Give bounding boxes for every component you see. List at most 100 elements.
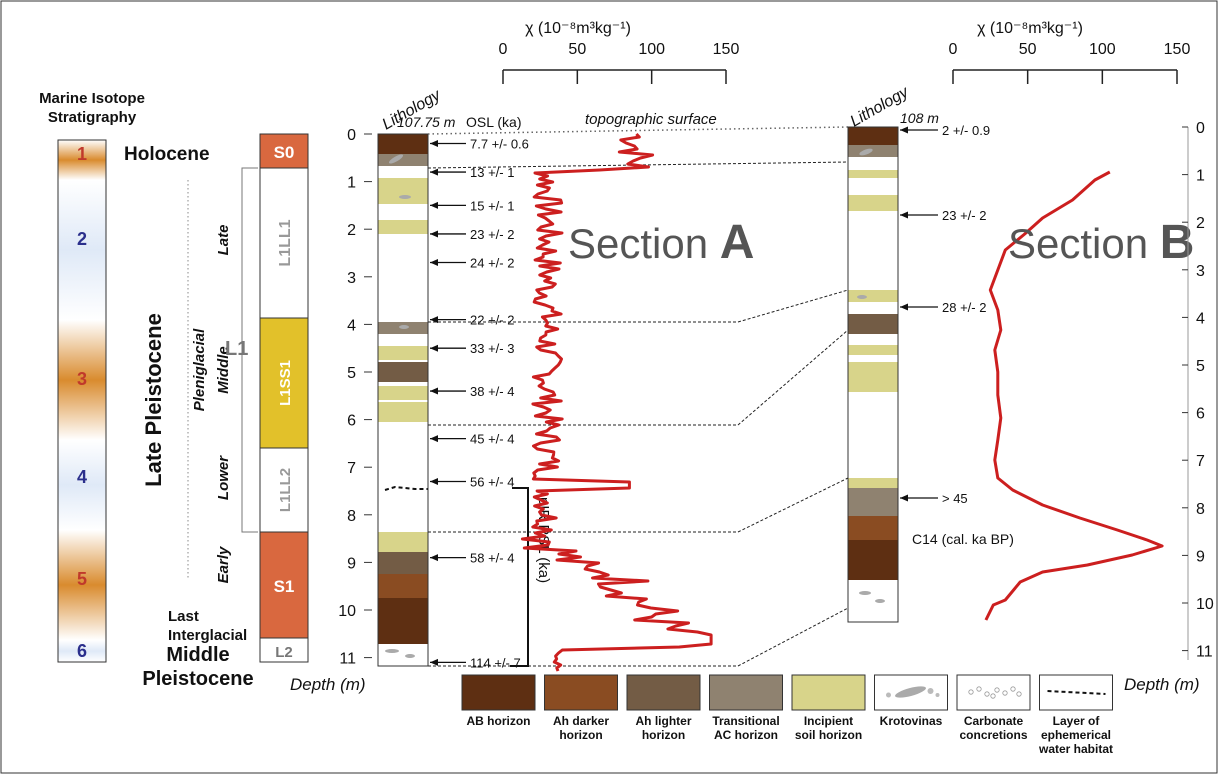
depth-tick-label-right: 6 bbox=[1196, 406, 1205, 423]
legend-label: horizon bbox=[559, 728, 602, 742]
depth-tick-label: 2 bbox=[347, 222, 356, 239]
osl-arrows-a: 7.7 +/- 0.6 13 +/- 1 15 +/- 1 23 +/- 2 24 +/… bbox=[430, 137, 529, 670]
chi-curve-a bbox=[520, 132, 713, 672]
lower-substage-label: Lower bbox=[215, 455, 232, 500]
chi-tick-label: 150 bbox=[1164, 41, 1191, 58]
legend-swatch bbox=[956, 674, 1031, 711]
depth-tick-label-right: 1 bbox=[1196, 168, 1205, 185]
osl-arrows-b: 2 +/- 0.9 23 +/- 2 28 +/- 2 > 45 bbox=[900, 123, 990, 506]
osl-age-a: 33 +/- 3 bbox=[470, 341, 514, 356]
chi-tick-label: 50 bbox=[1019, 41, 1037, 58]
late-pleistocene-label: Late Pleistocene bbox=[141, 313, 166, 487]
l1-label: L1 bbox=[225, 338, 248, 360]
depth-tick-label: 8 bbox=[347, 508, 356, 525]
early-substage-label: Early bbox=[215, 546, 232, 583]
pedo-units-column bbox=[259, 133, 309, 663]
chi-tick-label: 100 bbox=[638, 41, 665, 58]
depth-tick-label-right: 11 bbox=[1196, 644, 1213, 661]
depth-tick-label-right: 0 bbox=[1196, 120, 1205, 137]
legend-label: Ah lighter bbox=[636, 714, 692, 728]
depth-tick-label-right: 9 bbox=[1196, 548, 1205, 565]
depth-tick-label-right: 4 bbox=[1196, 310, 1205, 327]
late-substage-label: Late bbox=[215, 225, 232, 256]
depth-tick-label: 3 bbox=[347, 270, 356, 287]
chi-curve-b bbox=[984, 170, 1164, 621]
depth-tick-label: 10 bbox=[338, 603, 356, 620]
depth-tick-label-right: 5 bbox=[1196, 358, 1205, 375]
depth-tick-label: 5 bbox=[347, 365, 356, 382]
legend-swatch bbox=[1039, 674, 1113, 711]
osl-age-a: 58 +/- 4 bbox=[470, 551, 514, 566]
mis-stage-4: 4 bbox=[77, 467, 87, 487]
c14-label: C14 (cal. ka BP) bbox=[912, 531, 1014, 547]
l1-bracket bbox=[241, 167, 258, 533]
depth-axis-left: 0 1 2 3 4 5 6 7 8 9 10 11 bbox=[338, 127, 372, 668]
depth-axis-right: 0 1 2 3 4 5 6 7 8 9 10 11 bbox=[1182, 120, 1214, 661]
legend-swatch bbox=[544, 674, 618, 711]
chi-label-a: χ (10⁻⁸m³kg⁻¹) bbox=[525, 20, 631, 37]
legend-swatch bbox=[461, 674, 536, 711]
osl-age-a: 7.7 +/- 0.6 bbox=[470, 137, 529, 152]
mis-stage-3: 3 bbox=[77, 369, 87, 389]
unit-l1ll2: L1LL2 bbox=[277, 468, 294, 512]
chi-tick-label: 100 bbox=[1089, 41, 1116, 58]
legend-label: horizon bbox=[642, 728, 685, 742]
depth-tick-label: 0 bbox=[347, 127, 356, 144]
osl-age-a: 23 +/- 2 bbox=[470, 227, 514, 242]
legend-label: AC horizon bbox=[714, 728, 778, 742]
last-interglacial-2: Interglacial bbox=[168, 627, 247, 644]
topographic-surface-label: topographic surface bbox=[585, 111, 717, 128]
elevation-a: 107.75 m bbox=[397, 114, 456, 130]
depth-tick-label-right: 7 bbox=[1196, 453, 1205, 470]
legend-label: Transitional bbox=[712, 714, 779, 728]
legend-swatch bbox=[791, 674, 866, 711]
mis-stage-2: 2 bbox=[77, 229, 87, 249]
chi-axis-b: 0 50 100 150 bbox=[949, 41, 1191, 84]
depth-tick-label: 9 bbox=[347, 555, 356, 572]
unit-l1ll1: L1LL1 bbox=[277, 219, 294, 266]
legend-label: Krotovinas bbox=[880, 714, 943, 728]
legend-label: Incipient bbox=[804, 714, 853, 728]
depth-tick-label-right: 10 bbox=[1196, 596, 1214, 613]
legend-swatch bbox=[709, 674, 783, 711]
legend-label: concretions bbox=[959, 728, 1027, 742]
unit-l2: L2 bbox=[275, 644, 293, 661]
pir-bracket bbox=[510, 487, 529, 667]
osl-age-a: 38 +/- 4 bbox=[470, 384, 514, 399]
legend-swatch bbox=[626, 674, 701, 711]
legend-label: soil horizon bbox=[795, 728, 862, 742]
legend-label: AB horizon bbox=[467, 714, 531, 728]
legend-label: Ah darker bbox=[553, 714, 609, 728]
legend-label: water habitat bbox=[1038, 742, 1113, 756]
legend-label: Carbonate bbox=[964, 714, 1024, 728]
depth-tick-label: 11 bbox=[339, 651, 356, 668]
depth-tick-label: 4 bbox=[347, 317, 356, 334]
mis-title-2: Stratigraphy bbox=[48, 109, 137, 126]
depth-tick-label-right: 8 bbox=[1196, 501, 1205, 518]
lithology-column-b bbox=[847, 126, 899, 623]
osl-age-a: 45 +/- 4 bbox=[470, 432, 514, 447]
depth-tick-label: 6 bbox=[347, 413, 356, 430]
osl-age-b: 28 +/- 2 bbox=[942, 300, 986, 315]
elevation-b: 108 m bbox=[900, 110, 939, 126]
legend-label: ephemerical bbox=[1041, 728, 1111, 742]
depth-tick-label-right: 3 bbox=[1196, 263, 1205, 280]
osl-age-a: 22 +/- 2 bbox=[470, 313, 514, 328]
mis-stage-6: 6 bbox=[77, 641, 87, 661]
mis-title-1: Marine Isotope bbox=[39, 90, 145, 107]
depth-label-right: Depth (m) bbox=[1124, 675, 1200, 694]
holocene-label: Holocene bbox=[124, 144, 210, 165]
mis-column bbox=[57, 139, 107, 663]
chi-tick-label: 0 bbox=[949, 41, 958, 58]
pleniglacial-label: Pleniglacial bbox=[191, 328, 208, 411]
section-a-title: Section A bbox=[568, 216, 754, 269]
middle-pleistocene-2: Pleistocene bbox=[142, 668, 253, 690]
legend-label: Layer of bbox=[1053, 714, 1101, 728]
osl-age-b: 2 +/- 0.9 bbox=[942, 123, 990, 138]
middle-substage-label: Middle bbox=[215, 346, 232, 394]
middle-pleistocene-1: Middle bbox=[166, 644, 229, 666]
chi-tick-label: 0 bbox=[499, 41, 508, 58]
